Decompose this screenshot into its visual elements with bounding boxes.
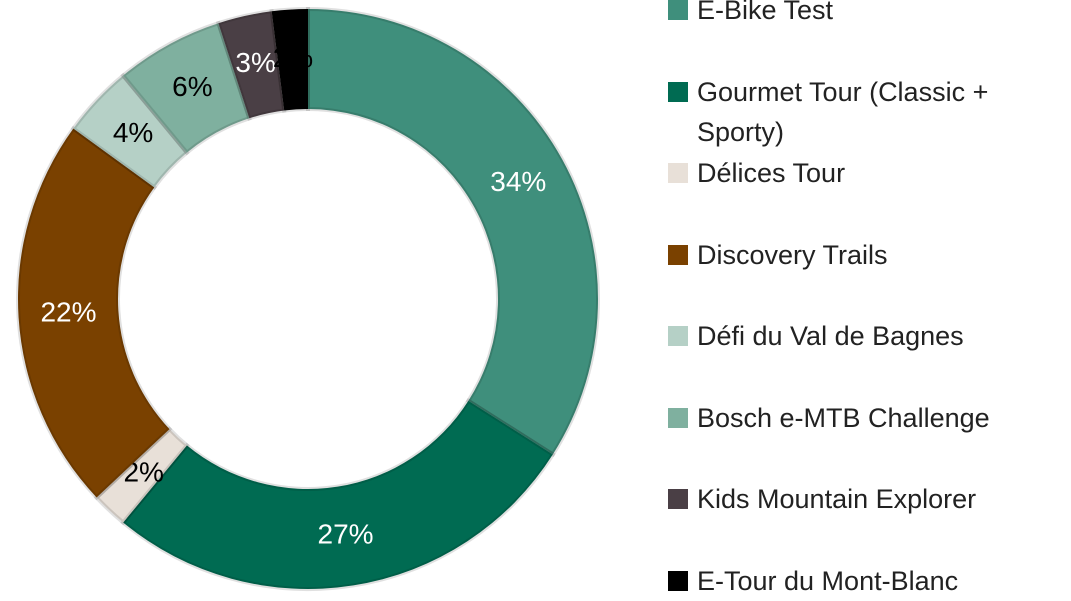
legend-swatch [668, 0, 688, 20]
legend-label: Délices Tour [697, 158, 846, 188]
legend-swatch [668, 489, 688, 509]
donut-slice [93, 426, 190, 526]
legend-item: Défi du Val de Bagnes [668, 316, 1068, 356]
legend-label: Discovery Trails [697, 239, 888, 270]
legend-item: Bosch e-MTB Challenge [668, 398, 1068, 438]
legend-label: Bosch e-MTB Challenge [697, 402, 990, 433]
legend-swatch [668, 407, 688, 428]
slice-label: 4% [113, 117, 153, 148]
chart: 34%27%2%22%4%6%3%2% [16, 6, 600, 591]
legend-label: Gourmet Tour (Classic + Sporty) [697, 76, 989, 147]
slice-label: 22% [40, 296, 96, 327]
legend-swatch [668, 163, 688, 183]
donut-slice [269, 6, 310, 113]
legend-label: Défi du Val de Bagnes [697, 321, 964, 351]
legend: E-Bike Test Gourmet Tour (Classic + Sport… [668, 0, 1068, 597]
legend-item: Gourmet Tour (Classic + Sporty) [668, 72, 1068, 152]
legend-item: E-Tour du Mont-Blanc [668, 561, 1068, 601]
slice-label: 27% [318, 518, 374, 549]
legend-label: E-Bike Test [697, 0, 834, 25]
slice-label: 6% [172, 71, 212, 102]
slice-label: 2% [273, 42, 313, 73]
legend-swatch [668, 81, 688, 102]
legend-item: Délices Tour [668, 153, 1068, 193]
slice-label: 34% [490, 166, 546, 197]
legend-swatch [668, 570, 688, 591]
legend-item: E-Bike Test [668, 0, 1068, 30]
slice-label: 3% [235, 47, 275, 78]
legend-swatch [668, 326, 688, 346]
legend-label: E-Tour du Mont-Blanc [697, 565, 959, 596]
legend-item: Discovery Trails [668, 235, 1068, 275]
legend-swatch [668, 244, 688, 265]
donut-slice [70, 72, 190, 191]
legend-item: Kids Mountain Explorer [668, 479, 1068, 519]
donut-slice [16, 125, 173, 501]
donut-slice [306, 6, 600, 458]
donut-slice [120, 398, 556, 591]
legend-label: Kids Mountain Explorer [697, 484, 977, 514]
